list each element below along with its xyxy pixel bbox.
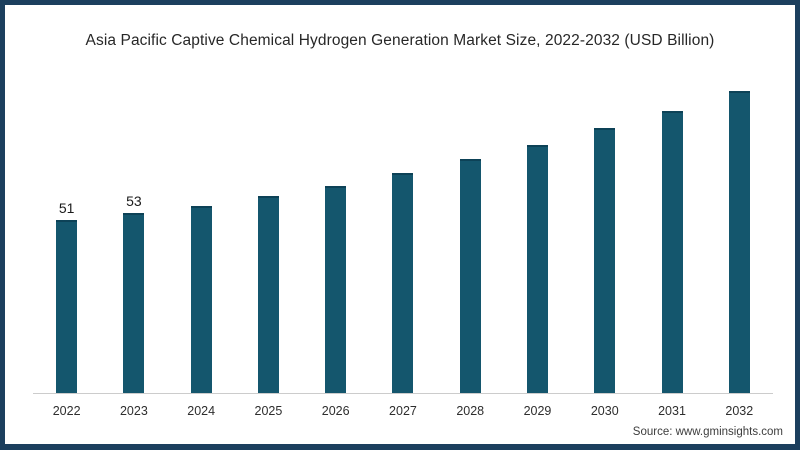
x-tick-2032: 2032 [725, 404, 754, 418]
x-tick-2024: 2024 [187, 404, 216, 418]
bar-value-label-2022: 51 [58, 200, 75, 216]
bar-value-label-2023: 53 [126, 193, 142, 209]
x-axis-labels: 2022 2023 2024 2025 2026 2027 2028 2029 2030 2031… [33, 394, 773, 418]
bar-2031 [661, 111, 683, 393]
bar-cell-2027 [369, 83, 436, 393]
plot-area: 51 53 2022 2023 2024 2025 2026 2027 2028 2029 203… [33, 83, 773, 418]
bar-cell-2030 [571, 83, 638, 393]
chart-title: Asia Pacific Captive Chemical Hydrogen G… [85, 32, 715, 49]
bar-2028 [459, 159, 481, 393]
bar-2024 [190, 206, 212, 393]
bar-2023 [123, 213, 145, 393]
bar-cell-2025 [235, 83, 302, 393]
x-tick-2026: 2026 [321, 404, 350, 418]
bar-2029 [526, 145, 548, 393]
bar-2027 [392, 173, 414, 393]
bar-cell-2031 [638, 83, 705, 393]
source-credit: Source: www.gminsights.com [632, 426, 783, 438]
x-tick-2027: 2027 [389, 404, 417, 418]
bar-cell-2028 [437, 83, 504, 393]
bar-cell-2032 [706, 83, 773, 393]
bar-2030 [594, 128, 616, 393]
bar-2025 [257, 196, 279, 393]
bar-cell-2023: 53 [100, 83, 167, 393]
bar-cell-2029 [504, 83, 571, 393]
bar-cell-2024 [168, 83, 235, 393]
x-tick-2023: 2023 [119, 404, 148, 418]
bar-2026 [325, 186, 347, 393]
bar-2022 [56, 220, 78, 393]
bar-cell-2026 [302, 83, 369, 393]
x-tick-2030: 2030 [590, 404, 619, 418]
bar-cell-2022: 51 [33, 83, 100, 393]
x-tick-2029: 2029 [523, 404, 552, 418]
x-tick-2028: 2028 [456, 404, 485, 418]
x-tick-2031: 2031 [658, 404, 686, 418]
x-tick-2022: 2022 [52, 404, 81, 418]
bar-2032 [728, 91, 750, 393]
bars-row: 51 53 [33, 83, 773, 394]
x-tick-2025: 2025 [254, 404, 283, 418]
